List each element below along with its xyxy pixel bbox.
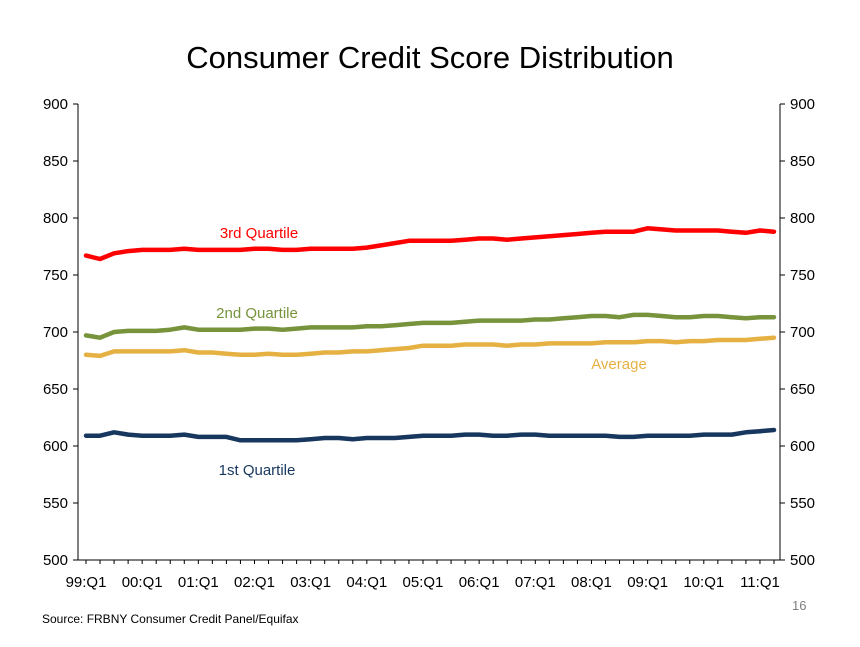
y-tick-label-left: 650 xyxy=(43,381,68,398)
y-tick-label-right: 850 xyxy=(790,153,815,170)
y-tick-label-left: 900 xyxy=(43,96,68,113)
y-tick-label-left: 700 xyxy=(43,324,68,341)
y-tick-label-left: 600 xyxy=(43,438,68,455)
x-tick-label: 09:Q1 xyxy=(627,574,668,591)
series-label-3rd-quartile: 3rd Quartile xyxy=(220,225,298,242)
series-line-1st-quartile xyxy=(83,427,777,443)
series-line-average xyxy=(83,335,777,359)
x-tick-label: 00:Q1 xyxy=(122,574,163,591)
y-tick-label-left: 500 xyxy=(43,552,68,569)
y-tick-label-left: 750 xyxy=(43,267,68,284)
series-line-3rd-quartile xyxy=(83,226,777,262)
series-labels: 3rd Quartile 2nd Quartile Average 1st Quart… xyxy=(216,225,647,479)
series-label-average: Average xyxy=(591,356,647,373)
x-tick-label: 08:Q1 xyxy=(571,574,612,591)
y-axis-left: 500 550 600 650 700 750 800 850 900 xyxy=(43,96,78,569)
y-tick-label-right: 500 xyxy=(790,552,815,569)
x-tick-label: 05:Q1 xyxy=(403,574,444,591)
y-tick-label-right: 750 xyxy=(790,267,815,284)
x-tick-label: 07:Q1 xyxy=(515,574,556,591)
axis-frame xyxy=(77,104,781,561)
x-tick-label: 03:Q1 xyxy=(290,574,331,591)
x-tick-label: 01:Q1 xyxy=(178,574,219,591)
source-note: Source: FRBNY Consumer Credit Panel/Equi… xyxy=(42,612,299,626)
x-tick-label: 02:Q1 xyxy=(234,574,275,591)
y-tick-label-left: 550 xyxy=(43,495,68,512)
x-tick-label: 04:Q1 xyxy=(346,574,387,591)
y-tick-label-right: 700 xyxy=(790,324,815,341)
y-tick-label-right: 600 xyxy=(790,438,815,455)
series-label-1st-quartile: 1st Quartile xyxy=(219,462,296,479)
x-tick-label: 99:Q1 xyxy=(66,574,107,591)
page-number: 16 xyxy=(792,598,807,613)
chart-title: Consumer Credit Score Distribution xyxy=(186,40,674,75)
y-tick-label-right: 800 xyxy=(790,210,815,227)
y-axis-right: 500 550 600 650 700 750 800 850 900 xyxy=(780,96,815,569)
y-tick-label-right: 650 xyxy=(790,381,815,398)
series-lines xyxy=(83,226,777,443)
x-axis: 99:Q1 00:Q1 01:Q1 02:Q1 03:Q1 04:Q1 05:Q1 06:Q1… xyxy=(66,560,780,591)
y-tick-label-right: 900 xyxy=(790,96,815,113)
x-tick-label: 11:Q1 xyxy=(740,574,780,591)
y-tick-label-left: 850 xyxy=(43,153,68,170)
series-label-2nd-quartile: 2nd Quartile xyxy=(216,305,298,322)
y-tick-label-right: 550 xyxy=(790,495,815,512)
x-tick-label: 06:Q1 xyxy=(459,574,500,591)
y-tick-label-left: 800 xyxy=(43,210,68,227)
series-line-2nd-quartile xyxy=(83,312,777,340)
x-tick-label: 10:Q1 xyxy=(683,574,724,591)
